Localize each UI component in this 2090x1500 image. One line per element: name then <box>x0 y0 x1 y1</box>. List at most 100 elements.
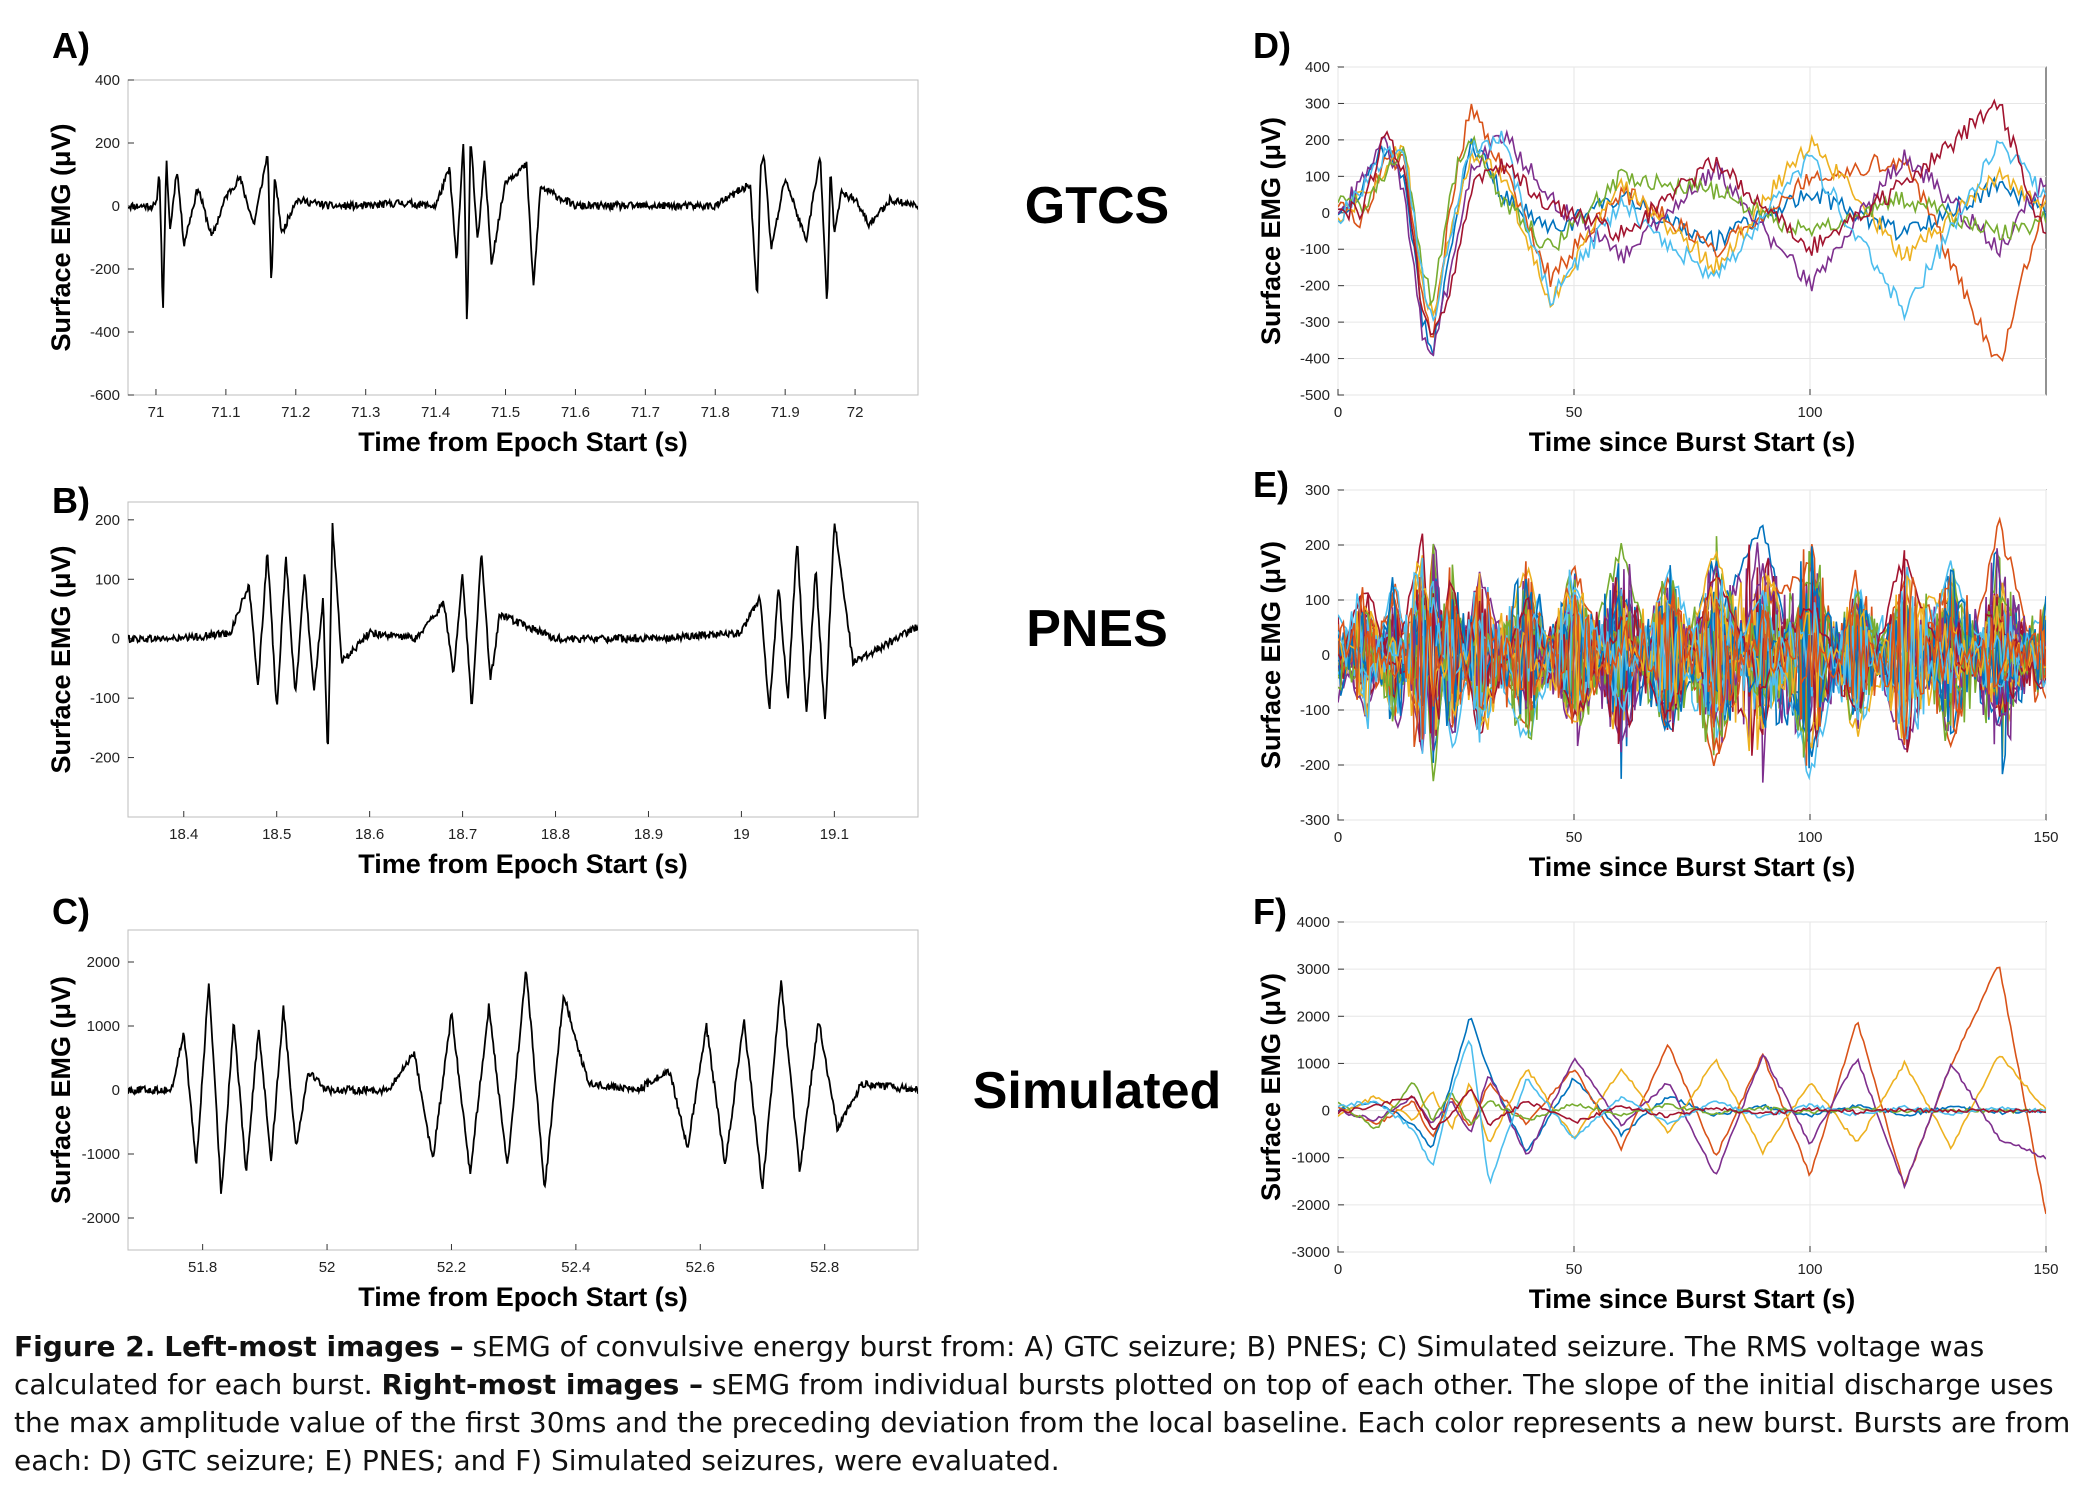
x-tick-label: 71.9 <box>771 404 800 421</box>
series-line <box>1338 576 2046 748</box>
panel-a-label: A) <box>52 25 90 66</box>
row-label-pnes: PNES <box>1026 600 1168 658</box>
series-line <box>1338 129 2046 357</box>
x-axis-label: Time since Burst Start (s) <box>1529 427 1856 457</box>
figure-caption: Figure 2. Left-most images – sEMG of con… <box>14 1328 2074 1480</box>
y-tick-label: 300 <box>1305 95 1330 112</box>
plot-area <box>1337 921 2047 1253</box>
x-tick-label: 100 <box>1797 829 1822 846</box>
series-line <box>1338 98 2046 336</box>
y-axis-label: Surface EMG (μV) <box>46 545 76 773</box>
caption-right-label: Right-most images – <box>381 1368 703 1401</box>
x-axis-label: Time since Burst Start (s) <box>1529 852 1856 882</box>
series-line <box>128 143 918 320</box>
y-tick-label: 200 <box>95 135 120 152</box>
row-label-simulated: Simulated <box>973 1062 1222 1120</box>
panel-c-label: C) <box>52 891 90 932</box>
y-tick-label: -100 <box>1300 702 1330 719</box>
x-tick-label: 18.7 <box>448 826 477 843</box>
panel-f-axes: 0 50 100 150 -3000 -2000 -1000 0 1000 2000 3000 400… <box>1256 914 2059 1314</box>
x-tick-label: 71 <box>148 404 165 421</box>
y-tick-label: -400 <box>1300 351 1330 368</box>
y-tick-label: 2000 <box>87 954 120 971</box>
y-tick-label: -300 <box>1300 812 1330 829</box>
figure: A) 71 71.1 71.2 71.3 71.4 71.5 71.6 71.7 71.8 71.… <box>46 25 2059 1314</box>
y-tick-label: -500 <box>1300 387 1330 404</box>
x-tick-label: 71.7 <box>631 404 660 421</box>
x-tick-label: 18.4 <box>169 826 198 843</box>
y-tick-label: 400 <box>95 72 120 89</box>
y-tick-label: 100 <box>1305 168 1330 185</box>
y-tick-label: 300 <box>1305 482 1330 499</box>
y-tick-label: -100 <box>90 690 120 707</box>
panel-e: E) 0 50 100 150 -300 -200 -100 0 100 200 300 Time s… <box>1253 464 2059 882</box>
x-tick-label: 18.8 <box>541 826 570 843</box>
x-tick-label: 18.6 <box>355 826 384 843</box>
panel-f: F) 0 50 100 150 -3000 -2000 -1000 0 1000 2000 3000… <box>1253 891 2059 1314</box>
panel-b-label: B) <box>52 480 90 521</box>
y-tick-label: 200 <box>95 512 120 529</box>
y-axis-label: Surface EMG (μV) <box>46 976 76 1204</box>
row-label-gtcs: GTCS <box>1025 177 1169 235</box>
plot-area <box>127 929 919 1251</box>
x-tick-label: 52.6 <box>686 1259 715 1276</box>
x-tick-label: 150 <box>2033 829 2058 846</box>
x-tick-label: 19 <box>733 826 750 843</box>
panel-d-label: D) <box>1253 25 1291 66</box>
y-axis-label: Surface EMG (μV) <box>46 123 76 351</box>
panel-e-label: E) <box>1253 464 1289 505</box>
y-tick-label: 0 <box>112 1082 120 1099</box>
y-tick-label: -2000 <box>1292 1197 1330 1214</box>
y-tick-label: 0 <box>1322 647 1330 664</box>
y-tick-label: -200 <box>90 261 120 278</box>
x-tick-label: 71.6 <box>561 404 590 421</box>
x-tick-label: 51.8 <box>188 1259 217 1276</box>
x-tick-label: 71.5 <box>491 404 520 421</box>
x-tick-label: 100 <box>1797 404 1822 421</box>
y-tick-label: 4000 <box>1297 914 1330 931</box>
plot-area <box>127 79 919 396</box>
x-tick-label: 52 <box>319 1259 336 1276</box>
x-tick-label: 71.1 <box>211 404 240 421</box>
plot-area <box>127 501 919 818</box>
series-line <box>1338 135 2046 307</box>
panel-a: A) 71 71.1 71.2 71.3 71.4 71.5 71.6 71.7 71.8 71.… <box>46 25 919 457</box>
series-line <box>1338 557 2046 743</box>
caption-figure-label: Figure 2. <box>14 1330 156 1363</box>
x-tick-label: 50 <box>1566 829 1583 846</box>
series-line <box>1338 138 2046 357</box>
y-tick-label: -600 <box>90 387 120 404</box>
y-tick-label: 100 <box>95 571 120 588</box>
y-tick-label: 0 <box>112 198 120 215</box>
panel-d: D) 0 50 100 -500 -400 -300 -200 -100 0 100 200 300 4… <box>1253 25 2047 457</box>
y-tick-label: 400 <box>1305 59 1330 76</box>
x-tick-label: 72 <box>847 404 864 421</box>
x-tick-label: 18.5 <box>262 826 291 843</box>
panel-b-axes: 18.4 18.5 18.6 18.7 18.8 18.9 19 19.1 -200 -100 0 1… <box>46 501 919 879</box>
y-tick-label: -3000 <box>1292 1244 1330 1261</box>
x-tick-label: 52.8 <box>810 1259 839 1276</box>
panel-e-axes: 0 50 100 150 -300 -200 -100 0 100 200 300 Time sinc… <box>1256 482 2059 882</box>
panel-b: B) 18.4 18.5 18.6 18.7 18.8 18.9 19 19.1 -200 -10… <box>46 480 919 879</box>
y-tick-label: 0 <box>1322 205 1330 222</box>
panel-c-axes: 51.8 52 52.2 52.4 52.6 52.8 -2000 -1000 0 1000 200… <box>46 929 919 1312</box>
y-tick-label: 0 <box>112 631 120 648</box>
x-tick-label: 100 <box>1797 1261 1822 1278</box>
x-tick-label: 52.4 <box>561 1259 590 1276</box>
panel-d-axes: 0 50 100 -500 -400 -300 -200 -100 0 100 200 300 400 T… <box>1256 59 2047 457</box>
panel-f-label: F) <box>1253 891 1287 932</box>
y-tick-label: -1000 <box>82 1146 120 1163</box>
y-tick-label: -300 <box>1300 314 1330 331</box>
y-tick-label: -100 <box>1300 241 1330 258</box>
series-line <box>1338 133 2046 318</box>
x-tick-label: 0 <box>1334 829 1342 846</box>
series-line <box>1338 1039 2046 1185</box>
series-line <box>1338 130 2046 322</box>
x-axis-label: Time since Burst Start (s) <box>1529 1284 1856 1314</box>
y-tick-label: -2000 <box>82 1210 120 1227</box>
x-tick-label: 71.3 <box>351 404 380 421</box>
x-tick-label: 19.1 <box>820 826 849 843</box>
x-tick-label: 71.8 <box>701 404 730 421</box>
y-tick-label: 3000 <box>1297 961 1330 978</box>
x-tick-label: 71.2 <box>281 404 310 421</box>
